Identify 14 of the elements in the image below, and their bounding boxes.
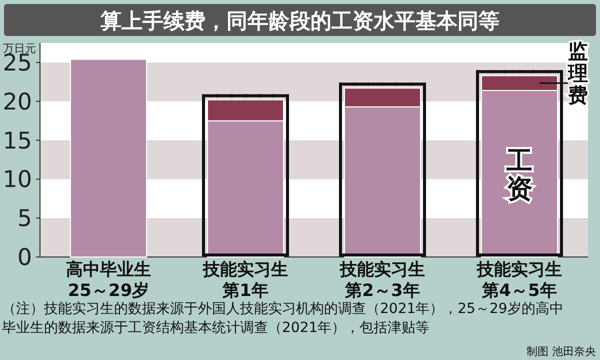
y-tick-label: 20 xyxy=(2,89,32,116)
y-tick-label: 10 xyxy=(2,167,32,194)
series-label: 工资 xyxy=(506,146,532,205)
x-tick-label: 高中毕业生25～29岁 xyxy=(65,260,152,301)
y-tick-label: 5 xyxy=(17,206,32,232)
x-tick-label: 技能实习生第1年 xyxy=(202,260,289,301)
series-label: 监理费 xyxy=(567,39,588,107)
y-tick-label: 15 xyxy=(2,128,32,154)
text: 制图 池田奈央 xyxy=(526,345,596,358)
x-tick-label: 技能实习生第4～5年 xyxy=(476,260,563,301)
x-tick-label: 技能实习生第2～3年 xyxy=(338,260,426,302)
y-tick-label: 0 xyxy=(17,245,32,271)
chart-title: 算上手续费，同年龄段的工资水平基本同等 xyxy=(100,9,500,33)
text: （注）技能实习生的数据来源于外国人技能实习机构的调查（2021年），25～29岁的高中毕业生的数据来源于工资结构基本统计调查（2021年），包括津贴等 xyxy=(2,300,564,338)
